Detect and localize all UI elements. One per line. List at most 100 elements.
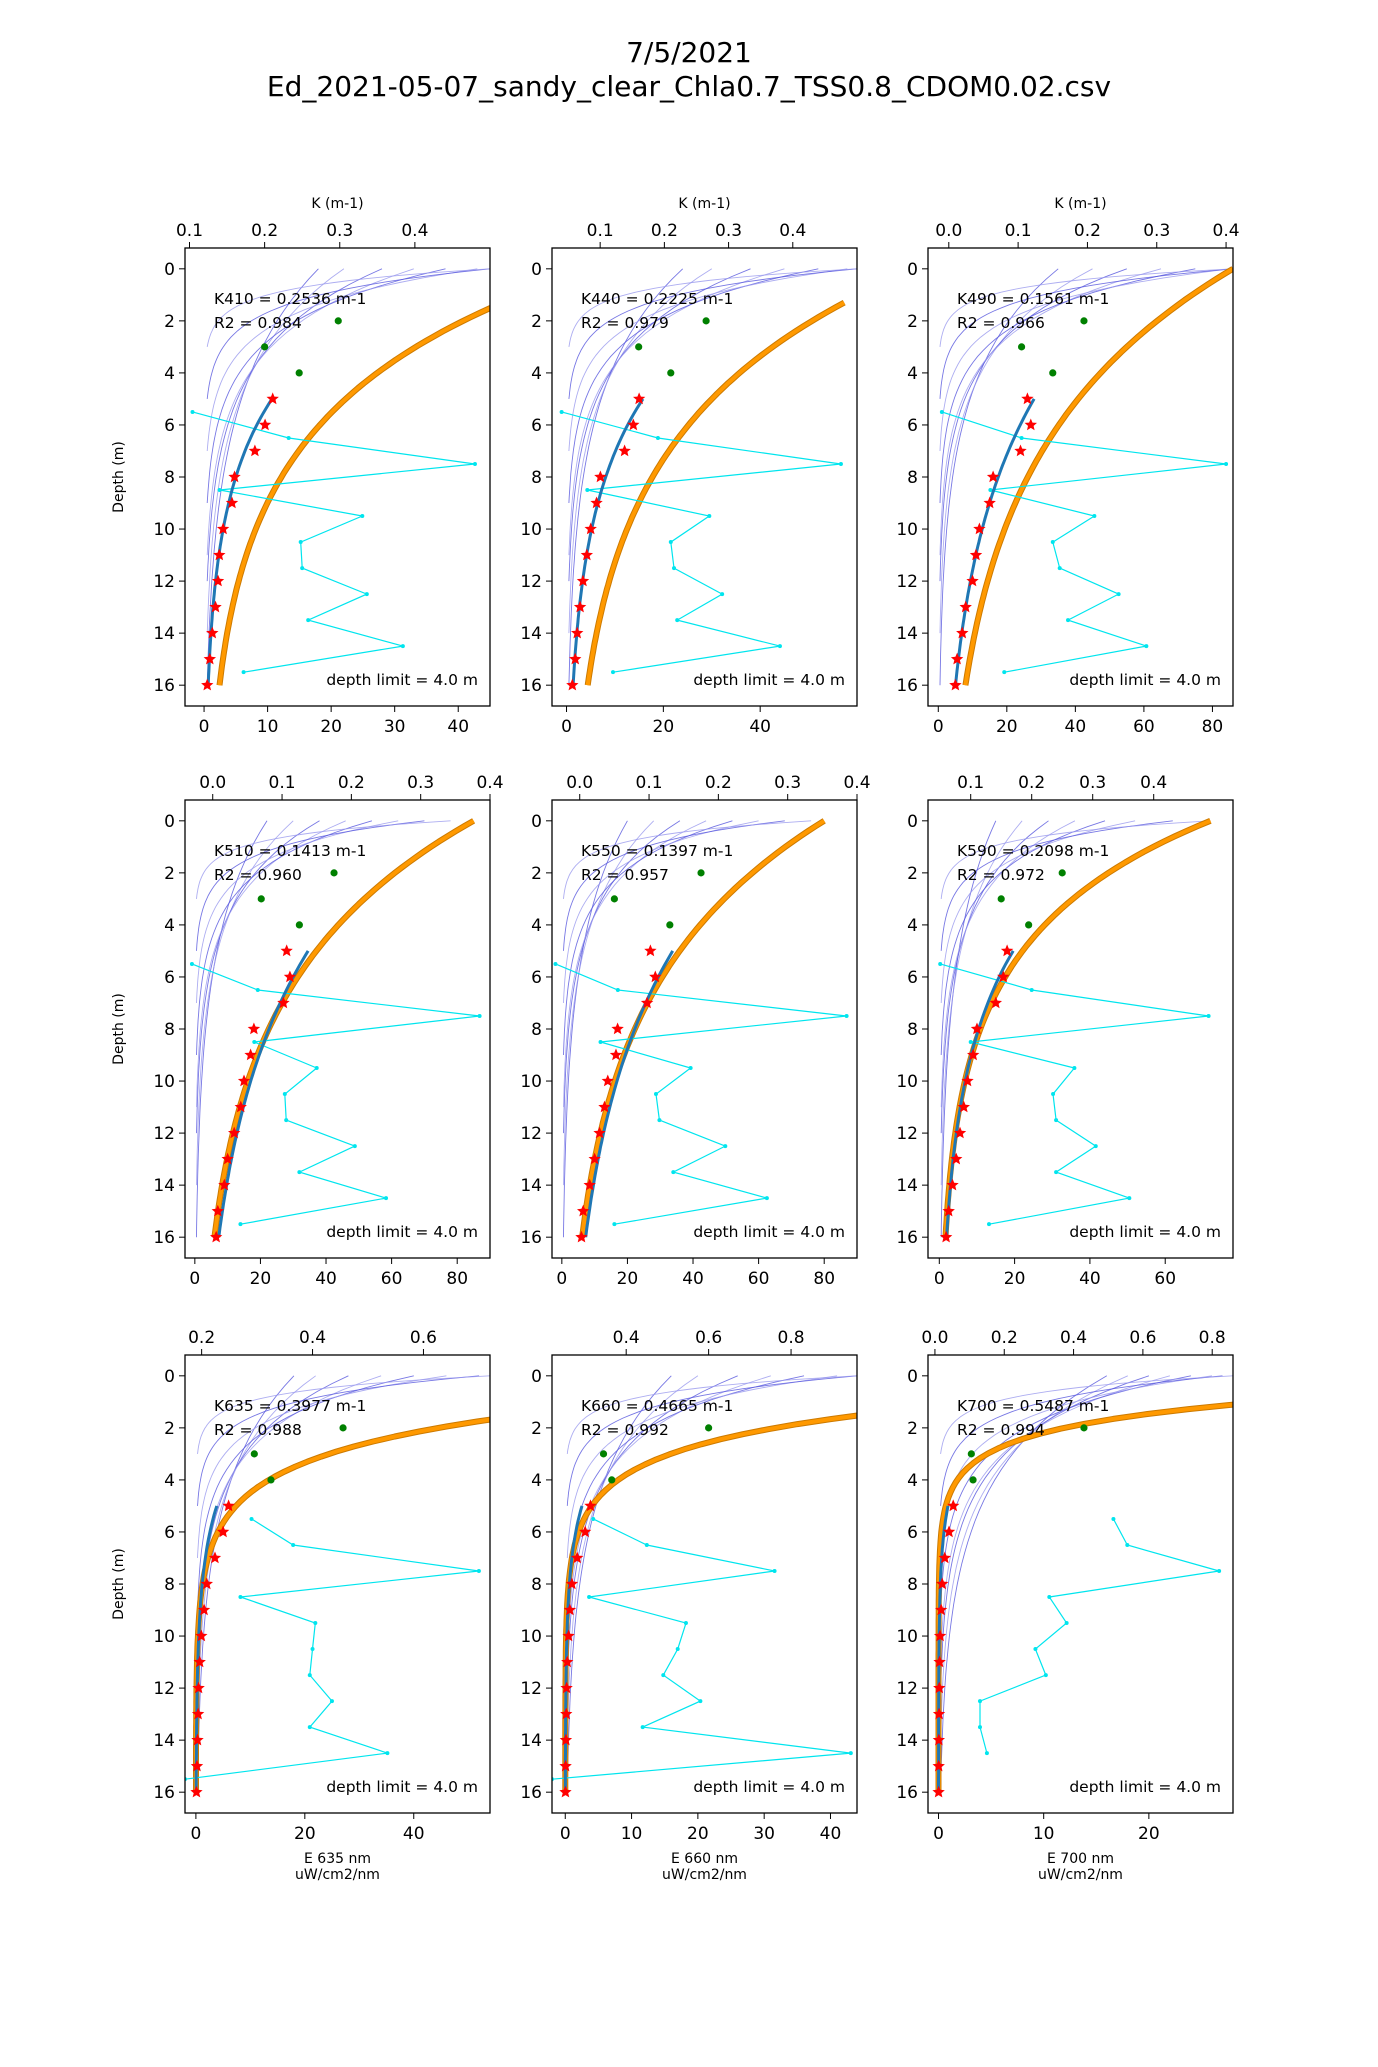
measured-star	[577, 1204, 590, 1217]
depth-limit-label: depth limit = 4.0 m	[326, 1778, 478, 1796]
k-tick-label: 0.4	[779, 221, 806, 241]
k-fit-point	[599, 1450, 608, 1458]
irradiance-profile-line	[940, 820, 1136, 1004]
measured-star	[200, 1577, 213, 1590]
irradiance-profile-line	[568, 268, 819, 504]
k-fit-point	[295, 369, 303, 377]
irradiance-profile-line	[566, 1375, 857, 1506]
measured-star	[618, 444, 631, 457]
y-tick-label: 0	[164, 812, 175, 832]
measured-star	[571, 626, 584, 639]
x-tick-label: 20	[617, 1269, 639, 1289]
y-tick-label: 6	[907, 416, 918, 436]
k-tick-label: 0.4	[1060, 1328, 1087, 1348]
y-tick-label: 16	[520, 676, 542, 696]
k-value-label: K490 = 0.1561 m-1	[957, 290, 1109, 308]
k-tick-label: 0.4	[613, 1328, 640, 1348]
k-depth-point	[476, 1568, 481, 1573]
model-curve	[563, 1413, 857, 1793]
k-depth-series	[555, 963, 847, 1225]
y-tick-label: 6	[531, 1523, 542, 1543]
k-depth-point	[1224, 461, 1229, 466]
r2-label: R2 = 0.984	[214, 314, 302, 332]
k-depth-point	[1057, 566, 1062, 571]
irradiance-profile-line	[940, 1375, 1233, 1454]
k-fit-point	[330, 869, 338, 877]
y-tick-label: 0	[531, 1367, 542, 1387]
k-fit-point	[610, 895, 618, 903]
model-curve	[963, 267, 1233, 686]
k-depth-point	[720, 592, 725, 597]
k-depth-point	[559, 409, 564, 414]
k-fit-point	[608, 1476, 616, 1484]
x-tick-label: 60	[1154, 1269, 1176, 1289]
irradiance-profile-line	[568, 268, 848, 452]
measured-star	[938, 1551, 951, 1564]
k-depth-point	[968, 1040, 973, 1045]
r2-label: R2 = 0.988	[214, 1421, 302, 1439]
k-fit-point	[997, 895, 1005, 903]
k-depth-series	[552, 1518, 851, 1780]
exponential-fit-line	[954, 398, 1036, 686]
k-value-label: K700 = 0.5487 m-1	[957, 1397, 1109, 1415]
k-fit-point	[666, 921, 674, 929]
k-depth-point	[298, 540, 303, 545]
exponential-fit-line	[945, 950, 1015, 1238]
measured-star	[573, 600, 587, 613]
y-tick-label: 2	[907, 864, 918, 884]
depth-axis-label: Depth (m)	[111, 1548, 127, 1620]
y-tick-label: 12	[520, 1124, 542, 1144]
k-depth-series	[561, 411, 841, 673]
chart-panel-510: 0 2 4 6 8 10 12 14 16 0 20 40 60 80 0.0 0.1 0.2 0.3 0.4 Dep…	[111, 773, 504, 1289]
y-tick-label: 16	[520, 1228, 542, 1248]
x-tick-label: 10	[257, 717, 279, 737]
exponential-fit-line	[206, 398, 274, 686]
k-depth-point	[477, 1013, 482, 1018]
k-depth-point	[385, 1751, 390, 1756]
r2-label: R2 = 0.960	[214, 866, 302, 884]
k-depth-point	[653, 1092, 658, 1097]
k-depth-point	[668, 540, 673, 545]
y-tick-label: 8	[164, 468, 175, 488]
k-depth-point	[384, 1196, 389, 1201]
measured-star	[203, 652, 216, 665]
y-tick-label: 16	[153, 1228, 175, 1248]
x-tick-label: 40	[1079, 1269, 1101, 1289]
irradiance-profile-line	[568, 268, 785, 556]
irradiance-profile-line	[939, 268, 1093, 634]
measured-star	[932, 1733, 945, 1746]
irradiance-profile-line	[197, 1375, 414, 1611]
k-depth-point	[777, 644, 782, 649]
irradiance-profile-line	[206, 268, 414, 556]
irradiance-profile-line	[196, 820, 451, 899]
y-tick-label: 6	[531, 968, 542, 988]
x-axis-unit-label: uW/cm2/nm	[295, 1867, 380, 1883]
x-tick-label: 40	[403, 1824, 425, 1844]
measured-star	[959, 600, 972, 613]
irradiance-profile-line	[940, 820, 1173, 951]
x-tick-label: 0	[561, 717, 572, 737]
x-tick-label: 20	[1138, 1824, 1160, 1844]
depth-axis-label: Depth (m)	[111, 441, 127, 513]
x-tick-label: 20	[294, 1824, 316, 1844]
k-depth-point	[1051, 1092, 1056, 1097]
measured-star	[211, 574, 225, 587]
x-tick-label: 0	[190, 1824, 201, 1844]
measured-star	[206, 626, 219, 639]
irradiance-profile-line	[939, 268, 1230, 452]
measured-star	[633, 392, 646, 405]
k-fit-point	[1080, 1424, 1088, 1432]
y-tick-label: 0	[907, 260, 918, 280]
k-depth-series	[941, 411, 1227, 673]
k-tick-label: 0.0	[199, 773, 226, 793]
measured-star	[218, 1178, 231, 1191]
depth-limit-label: depth limit = 4.0 m	[1069, 671, 1221, 689]
measured-star	[949, 678, 962, 691]
k-depth-point	[190, 409, 195, 414]
x-tick-label: 40	[820, 1824, 842, 1844]
x-axis-label: E 700 nm	[1047, 1851, 1114, 1867]
k-tick-label: 0.4	[476, 773, 503, 793]
x-tick-label: 0	[556, 1269, 567, 1289]
measured-star	[584, 1499, 597, 1512]
measured-star	[258, 418, 272, 431]
